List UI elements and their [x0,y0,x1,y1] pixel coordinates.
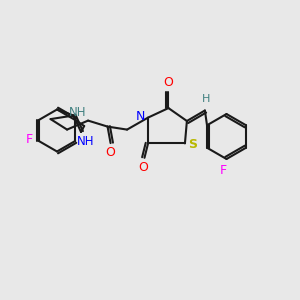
Text: NH: NH [77,135,94,148]
Text: S: S [188,138,197,152]
Text: O: O [164,76,173,88]
Text: N: N [136,110,145,123]
Text: F: F [220,164,227,177]
Text: H: H [202,94,211,104]
Text: O: O [106,146,116,159]
Text: F: F [26,133,33,146]
Text: O: O [138,161,148,174]
Text: NH: NH [69,106,87,119]
